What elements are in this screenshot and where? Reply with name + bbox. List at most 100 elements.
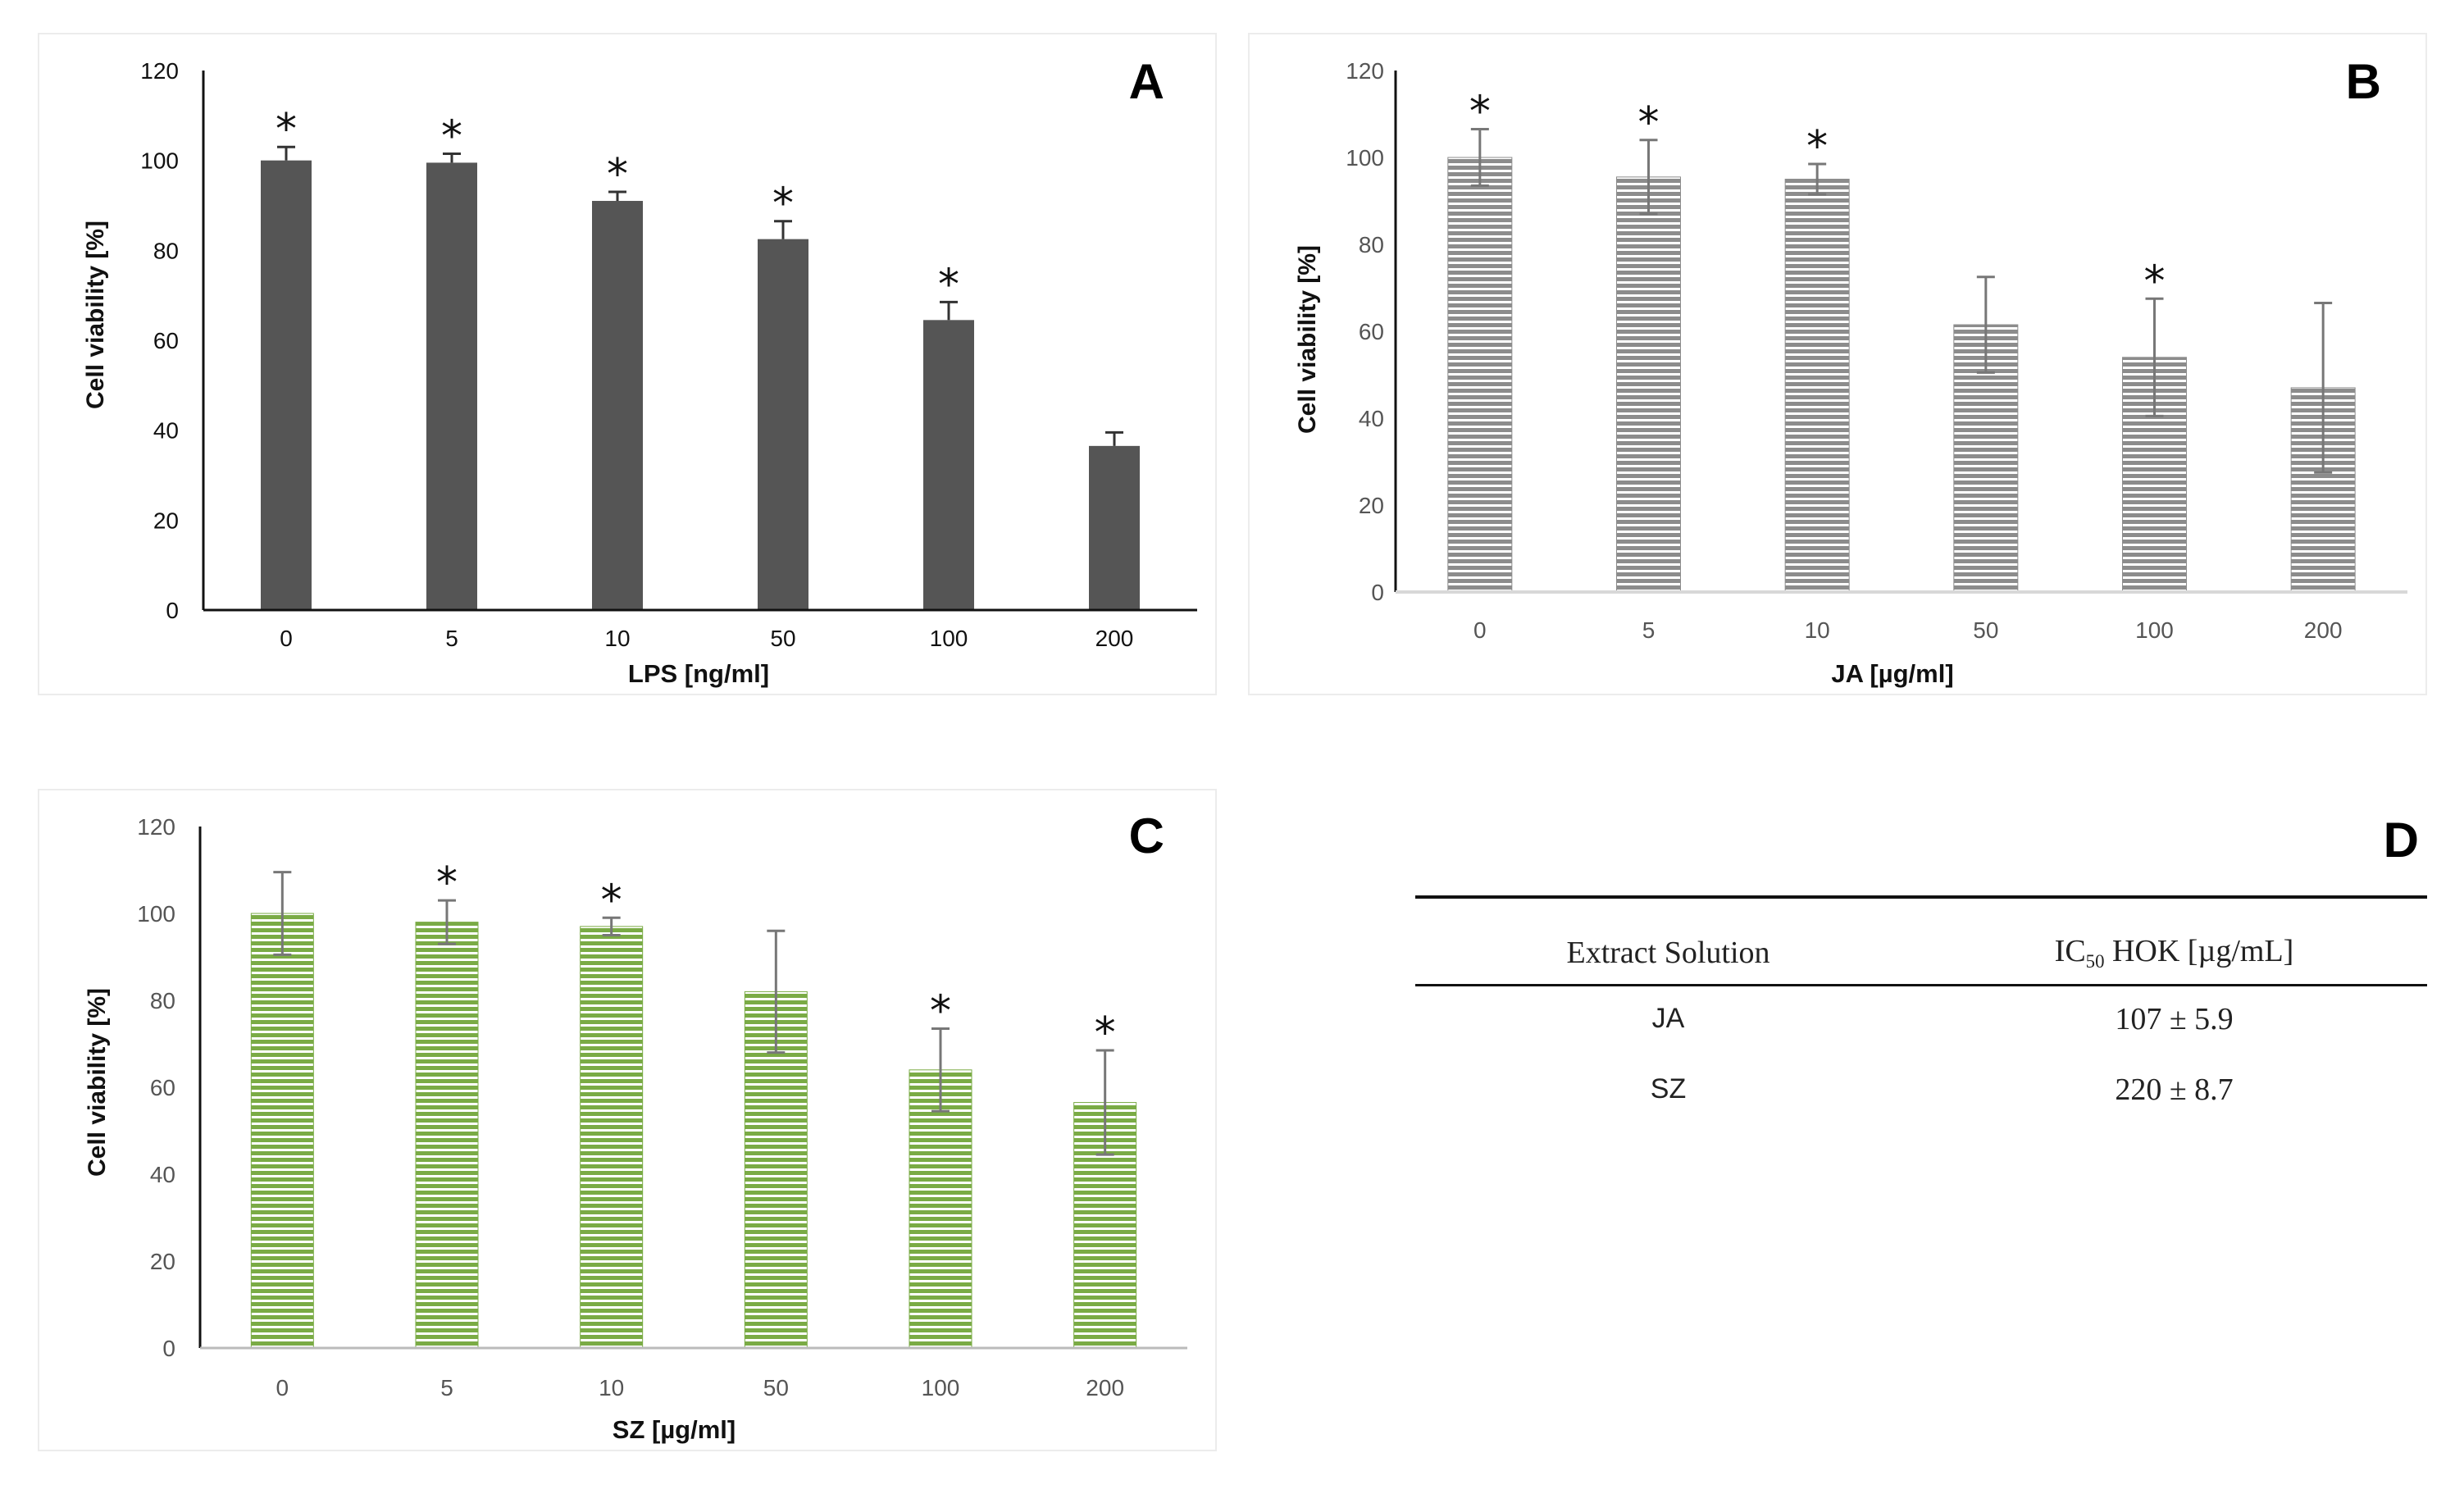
y-tick-label-b: 40 xyxy=(1359,406,1384,431)
error-bar-a-10 xyxy=(608,190,626,202)
table-cell-ic50: 220 ± 8.7 xyxy=(2115,1072,2234,1107)
y-tick-label-b: 60 xyxy=(1359,319,1384,344)
table-panel-d: D Extract Solution IC50 HOK [µg/mL] JA 1… xyxy=(1394,812,2427,1156)
table-cell-extract: SZ xyxy=(1650,1073,1687,1105)
table-cell-extract: JA xyxy=(1651,1003,1685,1035)
y-tick-label-a: 100 xyxy=(140,148,179,174)
x-tick-label-c: 100 xyxy=(922,1375,960,1400)
y-tick-label-c: 100 xyxy=(137,901,175,927)
significance-star-a: * xyxy=(938,260,959,309)
header-extract-solution: Extract Solution xyxy=(1415,897,1921,986)
header-ic50-prefix: IC xyxy=(2054,934,2086,968)
chart-a-svg: A Cell viability [%] LPS [ng/ml] 0 20 40 60… xyxy=(82,54,1197,688)
bar-a-200 xyxy=(1089,445,1140,610)
x-tick-label-a: 0 xyxy=(280,626,293,651)
significance-star-b: * xyxy=(2144,257,2166,306)
y-tick-label-b: 80 xyxy=(1359,232,1384,257)
x-tick-label-c: 50 xyxy=(763,1375,789,1400)
error-bar-b-100 xyxy=(2145,297,2164,417)
x-tick-label-b: 50 xyxy=(1973,617,1998,643)
table-row: SZ 220 ± 8.7 xyxy=(1415,1057,2427,1127)
bar-a-50 xyxy=(758,239,808,610)
bar-a-100 xyxy=(923,320,974,610)
error-bar-c-200 xyxy=(1095,1049,1114,1156)
significance-star-a: * xyxy=(441,112,462,161)
y-tick-label-c: 0 xyxy=(162,1336,175,1361)
x-axis-label-a: LPS [ng/ml] xyxy=(628,659,769,688)
error-bar-b-50 xyxy=(1976,276,1995,374)
x-tick-label-a: 5 xyxy=(445,626,458,651)
y-tick-label-a: 120 xyxy=(140,58,179,84)
y-tick-label-b: 20 xyxy=(1359,493,1384,518)
significance-star-c: * xyxy=(1095,1009,1116,1058)
error-bar-b-5 xyxy=(1639,139,1658,216)
significance-star-b: * xyxy=(1806,122,1828,171)
y-tick-label-a: 40 xyxy=(153,418,179,444)
y-tick-label-c: 120 xyxy=(137,814,175,840)
significance-star-c: * xyxy=(436,858,458,908)
y-tick-label-a: 20 xyxy=(153,508,179,533)
significance-star-a: * xyxy=(276,105,297,154)
y-tick-label-c: 60 xyxy=(150,1075,175,1100)
significance-star-a: * xyxy=(607,150,628,199)
chart-c-svg: C Cell viability [%] SZ [µg/ml] 0 20 40 60 8… xyxy=(84,808,1187,1444)
x-tick-label-a: 50 xyxy=(770,626,795,651)
x-tick-label-a: 10 xyxy=(604,626,630,651)
error-bar-a-0 xyxy=(277,145,295,161)
panel-label-c: C xyxy=(1129,808,1164,863)
bar-a-5 xyxy=(426,162,477,611)
y-tick-label-c: 20 xyxy=(150,1249,175,1274)
bar-a-0 xyxy=(261,160,312,610)
table-row: JA 107 ± 5.9 xyxy=(1415,985,2427,1057)
panel-label-d: D xyxy=(2383,813,2419,868)
y-tick-label-a: 0 xyxy=(166,598,179,623)
bar-a-10 xyxy=(592,201,643,610)
error-bar-c-10 xyxy=(602,916,621,936)
error-bar-c-100 xyxy=(931,1027,950,1113)
panel-label-b: B xyxy=(2346,54,2381,109)
table-header-row: Extract Solution IC50 HOK [µg/mL] xyxy=(1415,897,2427,986)
ic50-table: Extract Solution IC50 HOK [µg/mL] JA 107… xyxy=(1415,895,2427,1127)
x-tick-label-b: 100 xyxy=(2135,617,2174,643)
bar-c-5 xyxy=(415,922,479,1349)
y-tick-label-c: 40 xyxy=(150,1162,175,1187)
significance-star-a: * xyxy=(772,180,794,229)
chart-b-svg: B Cell viability [%] JA [µg/ml] 0 20 40 60 8… xyxy=(1294,54,2407,688)
header-ic50-suffix: HOK [µg/mL] xyxy=(2104,934,2294,968)
x-tick-label-a: 200 xyxy=(1095,626,1134,651)
panel-label-a: A xyxy=(1129,54,1164,109)
error-bar-a-100 xyxy=(940,300,958,321)
significance-star-b: * xyxy=(1469,88,1491,137)
x-axis-label-c: SZ [µg/ml] xyxy=(613,1415,736,1444)
y-tick-label-b: 0 xyxy=(1371,580,1384,605)
error-bar-c-5 xyxy=(438,899,456,945)
bar-b-0 xyxy=(1447,157,1513,593)
y-axis-label-c: Cell viability [%] xyxy=(84,988,111,1177)
error-bar-a-5 xyxy=(443,152,461,163)
error-bar-b-0 xyxy=(1470,128,1489,187)
header-ic50-sub: 50 xyxy=(2085,950,2105,972)
error-bar-b-10 xyxy=(1808,162,1827,196)
bar-c-10 xyxy=(580,926,644,1349)
x-tick-label-c: 0 xyxy=(276,1375,289,1400)
y-tick-label-c: 80 xyxy=(150,988,175,1013)
x-tick-label-b: 10 xyxy=(1805,617,1830,643)
x-tick-label-b: 5 xyxy=(1642,617,1656,643)
y-tick-label-b: 100 xyxy=(1346,145,1384,171)
y-axis-label-b: Cell viability [%] xyxy=(1294,245,1321,434)
bar-b-10 xyxy=(1784,179,1850,593)
significance-star-c: * xyxy=(601,876,622,925)
error-bar-a-50 xyxy=(774,220,792,239)
y-tick-label-b: 120 xyxy=(1346,58,1384,84)
chart-panel-b: B Cell viability [%] JA [µg/ml] 0 20 40 60 8… xyxy=(1248,33,2427,695)
error-bar-b-200 xyxy=(2314,302,2333,474)
x-tick-label-b: 0 xyxy=(1473,617,1487,643)
header-ic50: IC50 HOK [µg/mL] xyxy=(1921,897,2427,986)
x-tick-label-c: 200 xyxy=(1086,1375,1124,1400)
x-tick-label-a: 100 xyxy=(930,626,968,651)
error-bar-a-200 xyxy=(1105,430,1123,446)
significance-star-b: * xyxy=(1638,98,1660,148)
x-tick-label-c: 10 xyxy=(599,1375,624,1400)
x-tick-label-b: 200 xyxy=(2304,617,2343,643)
bar-c-0 xyxy=(250,913,314,1349)
